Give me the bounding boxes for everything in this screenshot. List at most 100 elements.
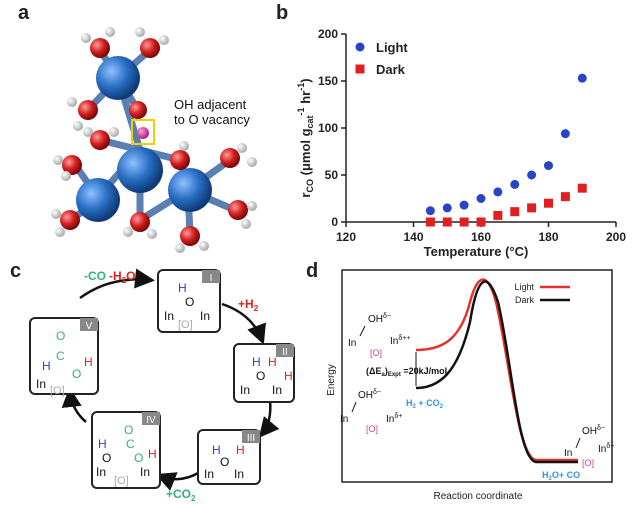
indium-atom	[76, 178, 120, 222]
svg-text:In: In	[240, 383, 250, 397]
legend-label-light: Light	[376, 40, 408, 55]
arrow-label-h2: +H2	[238, 297, 259, 313]
x-axis-label: Reaction coordinate	[434, 491, 523, 502]
svg-text:H: H	[84, 355, 93, 369]
svg-text:In: In	[36, 377, 46, 391]
panel-letter-a: a	[18, 2, 30, 24]
svg-text:In: In	[348, 338, 356, 349]
svg-text:In: In	[140, 465, 150, 479]
svg-text:In: In	[340, 414, 348, 425]
data-point-light	[459, 200, 469, 210]
species-dark-state: OHδ− In [O] Inδ+	[340, 389, 402, 434]
svg-text:H: H	[212, 443, 221, 457]
legend-marker-dark	[355, 64, 365, 74]
svg-text:OHδ−: OHδ−	[358, 389, 381, 401]
data-point-light	[527, 170, 537, 180]
svg-text:Inδ++: Inδ++	[390, 335, 410, 347]
data-point-light	[476, 194, 486, 203]
step-box-3: III H H O In In	[197, 429, 261, 485]
svg-text:[O]: [O]	[50, 385, 65, 397]
vacancy-marker	[137, 127, 149, 139]
indium-atom	[117, 147, 163, 193]
svg-text:H: H	[268, 355, 277, 369]
y-axis-label: rCO (μmol gcat-1 hr-1)	[296, 78, 315, 197]
svg-text:Inδ+: Inδ+	[598, 443, 614, 455]
data-point-dark	[577, 183, 587, 193]
svg-text:O: O	[72, 367, 81, 381]
y-axis-label: Energy	[326, 364, 337, 396]
panel-d-energy: Energy Reaction coordinate Light Dark (Δ…	[326, 269, 614, 502]
svg-text:[O]: [O]	[178, 319, 193, 331]
svg-text:OHδ−: OHδ−	[582, 425, 605, 437]
svg-text:In: In	[164, 309, 174, 323]
svg-text:O: O	[256, 369, 265, 383]
svg-text:H: H	[98, 437, 107, 451]
svg-text:[O]: [O]	[366, 424, 378, 434]
svg-text:[O]: [O]	[582, 458, 594, 468]
svg-text:[O]: [O]	[370, 348, 382, 358]
panel-b-chart: 120 140 160 180 200 0 50 100 150 200 Light Dark T…	[296, 27, 626, 259]
curve-dark	[415, 280, 578, 464]
data-point-light	[493, 187, 503, 197]
svg-text:V: V	[86, 321, 93, 332]
data-point-dark	[459, 217, 469, 227]
step-box-1: I H O In In [O]	[157, 269, 221, 333]
svg-text:H: H	[252, 355, 261, 369]
hydrogen-atoms	[51, 27, 257, 253]
annotation-line1: OH adjacent	[174, 97, 247, 112]
x-axis-label: Temperature (°C)	[424, 244, 529, 259]
svg-text:III: III	[247, 433, 255, 444]
data-point-dark	[544, 198, 553, 208]
x-tick-label: 140	[403, 230, 423, 244]
panel-a-molecule: OH adjacent to O vacancy	[51, 27, 257, 253]
step-box-5: V O C H H O In [O]	[29, 317, 99, 397]
svg-text:H: H	[178, 281, 187, 295]
svg-text:O: O	[220, 455, 229, 469]
step-box-4: IV O C H O O H In In [O]	[91, 411, 161, 489]
svg-text:In: In	[204, 467, 214, 481]
highlight-box	[131, 119, 155, 145]
indium-atom	[96, 56, 140, 100]
svg-text:In: In	[96, 465, 106, 479]
svg-text:O: O	[185, 295, 194, 309]
data-point-light	[560, 129, 570, 139]
step-box-2: II H H H O In In	[233, 343, 295, 403]
svg-text:C: C	[56, 349, 65, 363]
panel-letter-d: d	[306, 260, 319, 282]
data-point-dark	[476, 217, 486, 227]
svg-text:H: H	[284, 369, 293, 383]
species-product-state: OHδ− In [O] Inδ+	[564, 425, 614, 468]
reactant-label: H2 + CO2	[406, 398, 444, 410]
y-tick-label: 0	[331, 215, 338, 229]
legend-label-light: Light	[514, 282, 534, 292]
chart-marks	[425, 73, 587, 227]
chart-axes: 120 140 160 180 200 0 50 100 150 200	[318, 27, 626, 244]
svg-text:OHδ−: OHδ−	[368, 313, 391, 325]
y-tick-label: 200	[318, 27, 338, 41]
x-tick-label: 160	[471, 230, 491, 244]
y-tick-label: 100	[318, 121, 338, 135]
svg-text:In: In	[272, 383, 282, 397]
legend-label-dark: Dark	[376, 62, 406, 77]
svg-text:O: O	[134, 451, 143, 465]
data-point-light	[544, 161, 553, 171]
legend-label-dark: Dark	[515, 295, 535, 305]
plot-frame	[341, 269, 613, 483]
svg-text:H: H	[42, 359, 51, 373]
energy-difference-label: (ΔEa)Expt =20kJ/mol	[366, 366, 447, 378]
svg-text:O: O	[102, 451, 111, 465]
data-point-light	[442, 203, 452, 213]
svg-text:In: In	[564, 448, 572, 459]
data-point-light	[577, 73, 587, 83]
svg-text:I: I	[210, 273, 213, 284]
data-point-dark	[527, 203, 537, 213]
panel-letter-b: b	[276, 2, 289, 24]
arrow-label-loss: -CO -H2O	[84, 269, 135, 285]
annotation-line2: to O vacancy	[174, 112, 250, 127]
data-point-light	[510, 179, 520, 189]
svg-text:[O]: [O]	[114, 475, 129, 487]
svg-text:IV: IV	[146, 415, 156, 426]
chart-legend: Light Dark	[355, 40, 408, 77]
arrow-label-co2: +CO2	[166, 487, 196, 503]
x-tick-label: 180	[538, 230, 558, 244]
